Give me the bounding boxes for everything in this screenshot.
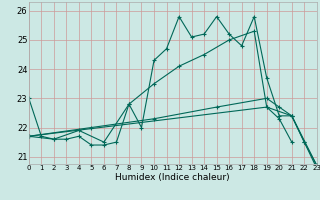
X-axis label: Humidex (Indice chaleur): Humidex (Indice chaleur)	[116, 173, 230, 182]
